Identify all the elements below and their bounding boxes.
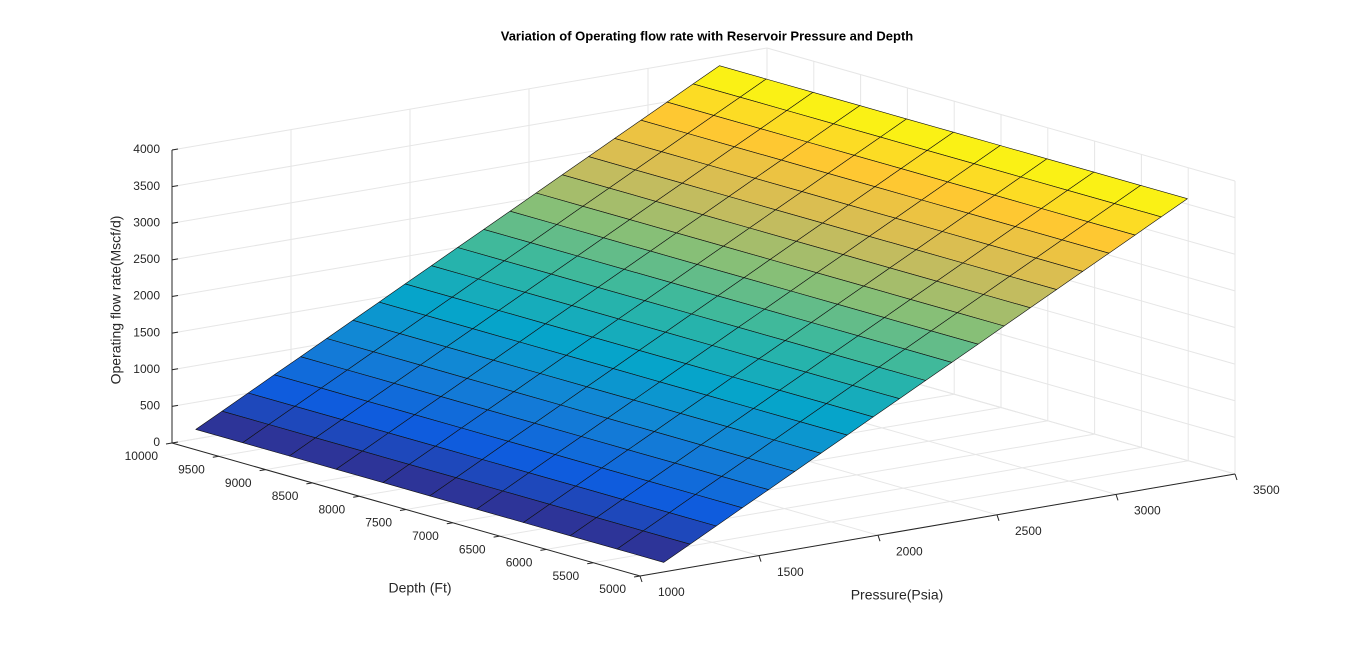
tick-mark xyxy=(1234,473,1238,481)
tick-mark xyxy=(171,441,179,444)
tick-mark xyxy=(165,442,173,445)
grid-line xyxy=(766,47,1236,182)
tick-mark xyxy=(171,221,179,224)
x-tick-label: 1500 xyxy=(777,565,804,579)
z-tick-label: 3500 xyxy=(133,179,160,193)
tick-mark xyxy=(353,495,360,498)
tick-mark xyxy=(996,514,1000,521)
z-tick-label: 2000 xyxy=(133,289,160,303)
x-axis-title: Pressure(Psia) xyxy=(851,587,944,603)
tick-mark xyxy=(171,404,179,407)
y-tick-label: 5000 xyxy=(599,582,626,596)
z-tick-label: 3000 xyxy=(133,215,160,229)
y-tick-label: 6000 xyxy=(506,556,533,570)
tick-mark xyxy=(877,535,881,542)
tick-mark xyxy=(171,185,179,188)
tick-mark xyxy=(1115,494,1119,501)
y-tick-label: 6500 xyxy=(459,542,486,556)
y-tick-label: 9000 xyxy=(225,476,252,490)
tick-mark xyxy=(639,575,643,583)
x-tick-label: 1000 xyxy=(658,585,685,599)
tick-mark xyxy=(171,295,179,297)
tick-mark xyxy=(587,562,594,565)
x-tick-label: 3500 xyxy=(1253,483,1280,497)
tick-mark xyxy=(171,148,179,151)
tick-mark xyxy=(306,482,313,485)
y-tick-label: 10000 xyxy=(125,449,159,463)
grid-line xyxy=(593,460,1189,564)
tick-mark xyxy=(446,522,453,525)
y-axis-title: Depth (Ft) xyxy=(388,580,451,596)
y-tick-label: 9500 xyxy=(178,462,205,476)
y-tick-label: 7000 xyxy=(412,529,439,543)
tick-mark xyxy=(171,258,179,261)
x-tick-label: 2000 xyxy=(896,544,923,558)
tick-mark xyxy=(633,575,641,578)
z-tick-label: 1500 xyxy=(133,325,160,339)
z-tick-label: 500 xyxy=(140,399,160,413)
chart-title: Variation of Operating flow rate with Re… xyxy=(501,28,914,43)
z-tick-label: 4000 xyxy=(133,142,160,156)
y-tick-label: 5500 xyxy=(552,569,579,583)
tick-mark xyxy=(212,455,219,458)
tick-mark xyxy=(171,331,179,334)
tick-mark xyxy=(399,509,407,511)
tick-mark xyxy=(171,368,179,371)
tick-mark xyxy=(540,548,547,551)
tick-mark xyxy=(758,555,762,562)
y-tick-label: 8500 xyxy=(272,489,299,503)
z-tick-label: 0 xyxy=(153,435,160,449)
grid-line xyxy=(171,47,768,151)
x-tick-label: 3000 xyxy=(1134,504,1161,518)
surface-face xyxy=(616,530,691,563)
z-axis-title: Operating flow rate(Mscf/d) xyxy=(108,216,124,385)
x-axis xyxy=(639,473,1236,577)
tick-mark xyxy=(493,535,500,538)
y-tick-label: 7500 xyxy=(365,516,392,530)
x-tick-label: 2500 xyxy=(1015,524,1042,538)
y-tick-label: 8000 xyxy=(318,502,345,516)
tick-mark xyxy=(259,469,266,472)
z-tick-label: 2500 xyxy=(133,252,160,266)
z-tick-label: 1000 xyxy=(133,362,160,376)
